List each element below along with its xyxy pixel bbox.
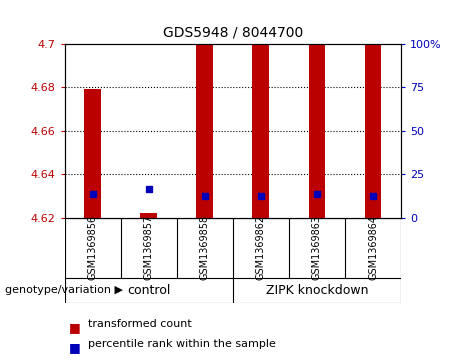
Text: percentile rank within the sample: percentile rank within the sample — [88, 339, 276, 350]
Text: genotype/variation ▶: genotype/variation ▶ — [5, 285, 123, 295]
Title: GDS5948 / 8044700: GDS5948 / 8044700 — [163, 26, 303, 40]
Text: GSM1369862: GSM1369862 — [256, 215, 266, 280]
Text: GSM1369857: GSM1369857 — [144, 215, 154, 280]
Text: ■: ■ — [69, 341, 81, 354]
Bar — [308, 44, 325, 218]
Bar — [365, 44, 381, 218]
Bar — [253, 44, 269, 218]
Text: ■: ■ — [69, 321, 81, 334]
Bar — [84, 89, 101, 218]
Text: control: control — [127, 284, 171, 297]
Text: GSM1369858: GSM1369858 — [200, 215, 210, 280]
Text: transformed count: transformed count — [88, 319, 191, 330]
Bar — [196, 44, 213, 218]
Bar — [140, 213, 157, 218]
Text: GSM1369863: GSM1369863 — [312, 215, 322, 280]
Text: GSM1369864: GSM1369864 — [368, 215, 378, 280]
Text: GSM1369856: GSM1369856 — [88, 215, 98, 280]
Text: ZIPK knockdown: ZIPK knockdown — [266, 284, 368, 297]
